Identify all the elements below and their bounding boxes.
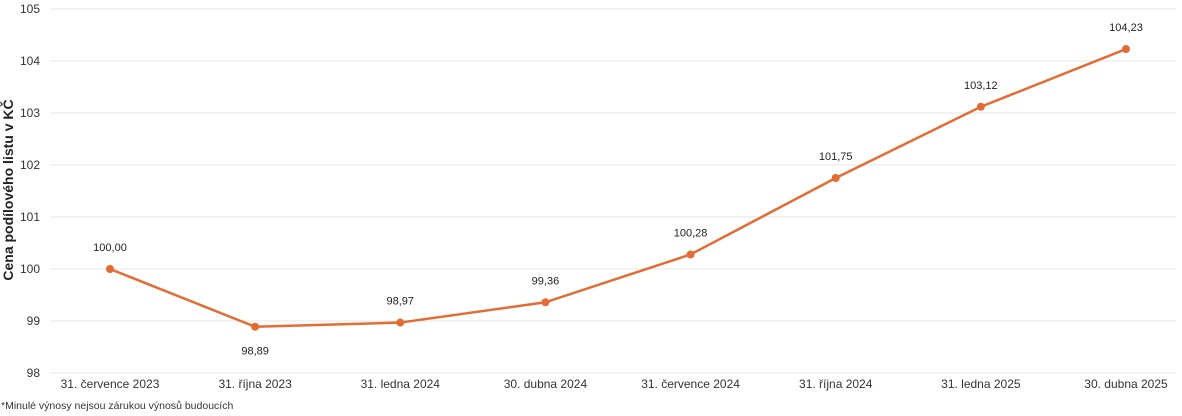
x-axis-ticks: 31. července 2023 31. října 2023 31. ledna… <box>61 377 1168 391</box>
x-tick-label: 31. července 2024 <box>641 377 740 391</box>
y-axis-ticks: 98 99 100 101 102 103 104 105 <box>20 2 40 380</box>
data-points <box>106 45 1130 331</box>
data-label: 100,28 <box>674 227 708 239</box>
footnote: *Minulé výnosy nejsou zárukou výnosů bud… <box>1 400 234 412</box>
data-point <box>831 174 840 182</box>
data-label: 104,23 <box>1109 22 1143 34</box>
y-tick-label: 105 <box>20 2 40 16</box>
data-label: 101,75 <box>819 151 853 163</box>
data-label: 99,36 <box>532 275 560 287</box>
data-point <box>106 265 114 273</box>
data-label: 98,97 <box>387 296 415 308</box>
y-tick-label: 100 <box>20 262 40 276</box>
y-tick-label: 104 <box>20 54 40 68</box>
y-tick-label: 102 <box>20 158 40 172</box>
data-label: 103,12 <box>964 80 998 92</box>
data-point <box>396 318 405 327</box>
x-tick-label: 31. ledna 2025 <box>941 377 1021 391</box>
data-point <box>976 102 985 111</box>
x-tick-label: 30. dubna 2025 <box>1084 377 1168 391</box>
data-labels: 100,00 98,89 98,97 99,36 100,28 101,75 103,12 1… <box>93 22 1143 358</box>
data-point <box>686 250 695 259</box>
y-tick-label: 99 <box>27 314 41 328</box>
data-label: 98,89 <box>241 346 269 358</box>
data-label: 100,00 <box>93 242 127 254</box>
y-tick-label: 98 <box>27 366 41 380</box>
x-tick-label: 31. ledna 2024 <box>361 377 441 391</box>
x-tick-label: 31. října 2023 <box>218 377 292 391</box>
data-point <box>251 322 260 331</box>
y-tick-label: 103 <box>20 106 40 120</box>
x-tick-label: 31. července 2023 <box>61 377 160 391</box>
x-tick-label: 31. října 2024 <box>799 377 873 391</box>
y-axis-label: Cena podílového listu v KČ <box>0 99 16 280</box>
gridlines <box>50 8 1176 374</box>
series-line <box>109 47 1127 328</box>
data-point <box>1122 45 1130 54</box>
x-tick-label: 30. dubna 2024 <box>504 377 588 391</box>
data-point <box>541 298 550 307</box>
y-tick-label: 101 <box>20 210 40 224</box>
